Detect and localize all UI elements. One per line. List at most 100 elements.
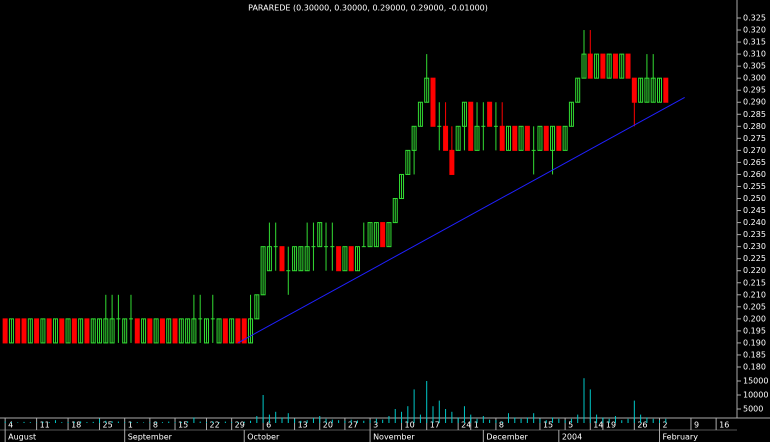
x-tick-label: 6 [266,421,271,430]
y-tick-label: 0.315 [743,38,766,47]
x-tick-label: 25 [103,421,113,430]
candle-body [8,318,14,344]
candle-body [216,318,222,344]
y-tick-label: 0.270 [743,146,766,155]
x-tick-label: 13 [298,421,308,430]
x-tick-label: 5 [568,421,573,430]
month-label: August [8,433,36,442]
candle-body [65,318,71,344]
y-tick-label: 0.250 [743,194,766,203]
y-tick-label: 0.185 [743,350,766,359]
x-tick-label: 2 [662,421,667,430]
y-tick-label: 0.260 [743,170,766,179]
candle-body [606,53,612,79]
month-label: September [128,433,173,442]
candle-body [424,77,430,103]
candle-body [59,318,65,344]
y-tick-label: 0.200 [743,314,766,323]
candle-body [134,318,140,344]
candle-body [373,222,379,248]
month-label: October [247,433,280,442]
candle-body [449,149,455,175]
candle-body [279,246,285,272]
x-tick-label: 18 [71,421,81,430]
x-tick-label: 24 [461,421,471,430]
x-tick-label: 8 [153,421,158,430]
y-tick-label: 0.275 [743,134,766,143]
candle-body [392,198,398,224]
candle-body [575,77,581,103]
y-tick-label: 0.245 [743,206,766,215]
candle-body [342,246,348,272]
x-tick-label: 16 [719,421,729,430]
month-label: November [373,433,415,442]
candle-body [34,318,40,344]
candle-body [644,77,650,103]
candle-body [84,318,90,344]
candle-body [178,318,184,344]
candle-body [499,125,505,151]
y-tick-label: 0.180 [743,363,766,372]
month-label: 2004 [562,433,582,442]
candle-body [631,77,637,103]
volume-tick-label: 15000 [743,377,768,386]
candle-body [512,125,518,151]
x-tick-label: 1 [128,421,133,430]
candle-body [619,53,625,79]
candle-body [159,318,165,344]
candle-body [600,53,606,79]
candle-body [625,53,631,79]
candle-body [354,246,360,272]
candle-body [468,101,474,151]
x-tick-label: 1 [474,421,479,430]
candle-body [229,318,235,344]
candle-body [386,222,392,248]
candle-body [153,318,159,344]
candle-body [15,318,21,344]
y-tick-label: 0.300 [743,74,766,83]
trendline [237,96,685,344]
candle-body [52,318,58,344]
y-tick-label: 0.285 [743,110,766,119]
candle-body [474,125,480,151]
y-tick-label: 0.205 [743,302,766,311]
x-tick-label: 26 [637,421,647,430]
candle-body [417,101,423,127]
candle-body [612,53,618,79]
candle-body [266,246,272,272]
candle-body [550,125,556,151]
candle-body [367,222,373,248]
candle-body [292,246,298,272]
y-tick-label: 0.195 [743,326,766,335]
y-tick-label: 0.305 [743,62,766,71]
candle-body [518,125,524,151]
y-tick-label: 0.255 [743,182,766,191]
candle-body [304,246,310,272]
y-tick-label: 0.235 [743,230,766,239]
candle-body [27,318,33,344]
y-tick-label: 0.280 [743,122,766,131]
candle-body [568,101,574,127]
y-tick-label: 0.265 [743,158,766,167]
y-tick-label: 0.325 [743,14,766,23]
candle-body [46,318,52,344]
y-tick-label: 0.225 [743,254,766,263]
candle-body [166,318,172,344]
volume-tick-label: 5000 [743,405,763,414]
candle-body [298,246,304,272]
candle-body [241,318,247,344]
candle-body [109,318,115,344]
x-tick-label: 20 [323,421,333,430]
candle-body [185,318,191,344]
candle-body [650,77,656,103]
y-tick-label: 0.190 [743,338,766,347]
y-tick-label: 0.240 [743,218,766,227]
candle-body [411,125,417,151]
y-tick-label: 0.295 [743,86,766,95]
x-tick-label: 29 [235,421,245,430]
candle-body [556,125,562,151]
candle-body [587,53,593,79]
candle-body [348,246,354,272]
